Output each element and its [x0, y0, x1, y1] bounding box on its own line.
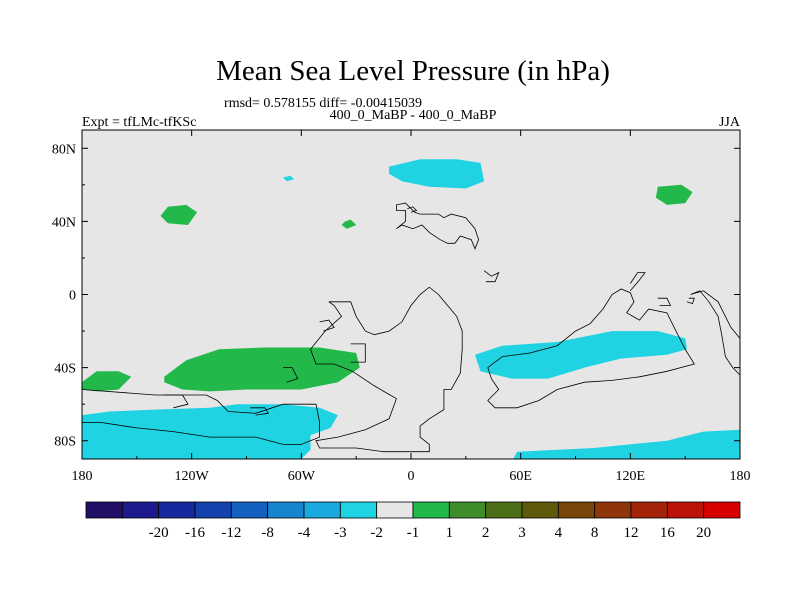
colorbar: -20 -16 -12 -8 -4 -3 -2 -1 1 2 3 4 8 12 16 20	[85, 501, 741, 541]
colorbar-swatch	[557, 501, 596, 519]
positive-anomaly-region	[164, 347, 360, 392]
negative-anomaly-region	[82, 404, 338, 459]
colorbar-swatch	[267, 501, 305, 519]
colorbar-label: -4	[298, 525, 311, 541]
colorbar-label: 3	[518, 525, 526, 541]
anomaly-regions	[82, 159, 740, 459]
colorbar-swatch	[630, 501, 668, 519]
colorbar-swatch	[230, 501, 269, 519]
x-tick-label: 60E	[509, 469, 532, 484]
map-background	[82, 130, 740, 459]
coastline	[690, 290, 740, 376]
coastline	[350, 343, 366, 363]
coastline	[629, 272, 646, 292]
coastline	[319, 319, 335, 332]
x-tick-label: 60W	[288, 469, 316, 484]
chart-title: Mean Sea Level Pressure (in hPa)	[216, 55, 610, 87]
coastline	[686, 297, 695, 305]
season-label: JJA	[719, 115, 741, 130]
x-tick-label: 120W	[175, 469, 210, 484]
colorbar-swatch	[339, 501, 378, 519]
period-label: 400_0_MaBP - 400_0_MaBP	[330, 108, 497, 123]
x-tick-label: 0	[408, 469, 415, 484]
colorbar-label: -1	[407, 525, 420, 541]
colorbar-swatch	[485, 501, 523, 519]
colorbar-swatch	[158, 501, 196, 519]
colorbar-label: 16	[660, 525, 676, 541]
coastline	[164, 394, 189, 409]
coastline	[407, 206, 418, 213]
colorbar-swatch	[703, 501, 741, 519]
x-tick-label: 180	[72, 469, 93, 484]
colorbar-swatch	[303, 501, 341, 519]
negative-anomaly-region	[250, 411, 280, 423]
y-tick-label: 80S	[54, 435, 76, 450]
negative-anomaly-region	[389, 159, 485, 189]
colorbar-swatch	[376, 501, 414, 519]
colorbar-label: 4	[555, 525, 563, 541]
negative-anomaly-region	[475, 331, 687, 379]
experiment-label: Expt = tfLMc-tfKSc	[82, 115, 196, 130]
colorbar-swatch	[194, 501, 232, 519]
colorbar-label: -16	[185, 525, 205, 541]
colorbar-label: 8	[591, 525, 599, 541]
negative-anomaly-region	[513, 429, 740, 459]
colorbar-swatch	[448, 501, 487, 519]
positive-anomaly-region	[82, 371, 132, 392]
y-axis: 80N 40N 0 40S 80S	[52, 142, 740, 450]
colorbar-label: 2	[482, 525, 490, 541]
negative-anomaly-region	[283, 175, 294, 182]
y-tick-label: 80N	[52, 142, 76, 157]
colorbar-label: -3	[334, 525, 347, 541]
colorbar-swatch	[666, 501, 705, 519]
colorbar-label: -20	[149, 525, 169, 541]
colorbar-label: -2	[370, 525, 383, 541]
coastline	[395, 202, 480, 250]
positive-anomaly-region	[160, 204, 198, 225]
colorbar-swatch	[594, 501, 632, 519]
coastline	[250, 407, 270, 416]
colorbar-label: 1	[446, 525, 454, 541]
coastline	[483, 270, 500, 283]
coastline	[657, 297, 672, 306]
colorbar-label: 20	[696, 525, 711, 541]
stats-line: rmsd= 0.578155 diff= -0.00415039	[224, 96, 422, 111]
y-tick-label: 40N	[52, 215, 76, 230]
coastline	[310, 286, 463, 453]
colorbar-label: -12	[221, 525, 241, 541]
y-tick-label: 0	[69, 289, 76, 304]
y-tick-label: 40S	[54, 362, 76, 377]
colorbar-swatch	[85, 501, 123, 519]
coastline	[487, 288, 695, 409]
x-tick-label: 120E	[616, 469, 646, 484]
colorbar-label: 12	[624, 525, 639, 541]
coastline	[283, 367, 299, 383]
colorbar-swatch	[521, 501, 559, 519]
x-axis: 180 120W 60W 0 60E 120E 180	[72, 130, 751, 484]
colorbar-label: -8	[261, 525, 274, 541]
coastline	[82, 389, 321, 445]
positive-anomaly-region	[341, 219, 357, 229]
positive-anomaly-region	[655, 184, 693, 205]
colorbar-swatch	[121, 501, 160, 519]
coastlines	[82, 202, 740, 453]
x-tick-label: 180	[730, 469, 751, 484]
colorbar-swatch	[412, 501, 450, 519]
